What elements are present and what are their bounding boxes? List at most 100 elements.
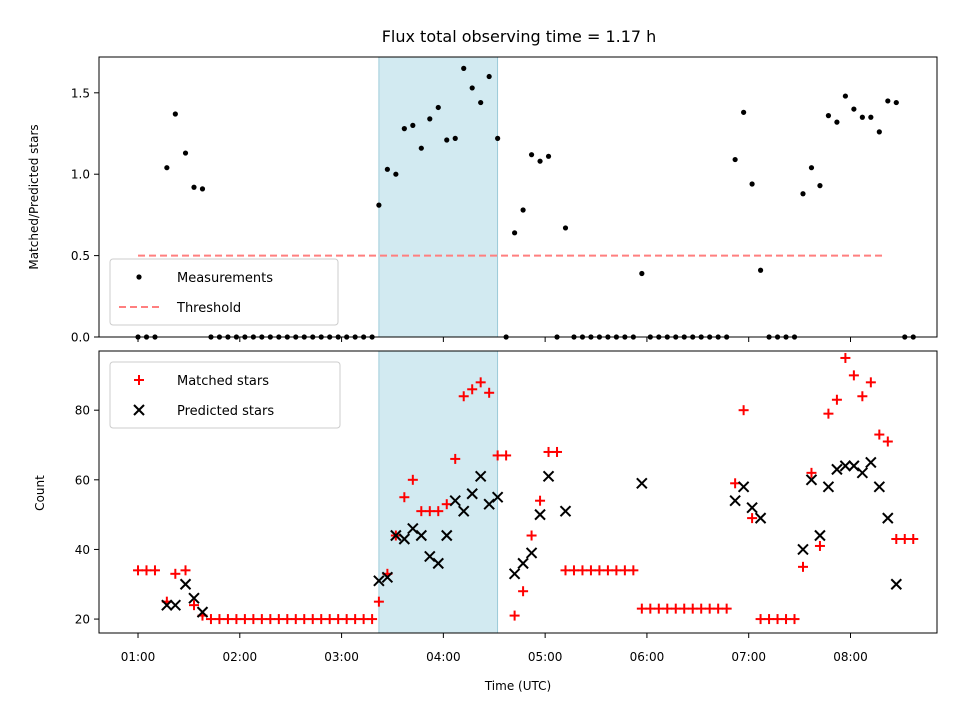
- measurement-point: [410, 122, 416, 128]
- measurement-point: [876, 129, 882, 135]
- count-points: [133, 352, 919, 625]
- predicted-star-point: [179, 578, 192, 590]
- matched-star-point: [602, 565, 613, 576]
- measurement-point: [486, 73, 492, 80]
- measurement-point: [461, 65, 467, 71]
- predicted-star-point: [729, 494, 741, 507]
- matched-star-point: [848, 370, 859, 381]
- predicted-star-point: [856, 467, 869, 479]
- predicted-star-point: [390, 529, 402, 542]
- legend-threshold-label: Threshold: [176, 301, 241, 316]
- matched-star-point: [509, 610, 520, 621]
- x-tick-label: 08:00: [833, 650, 868, 664]
- matched-star-point: [433, 506, 444, 517]
- matched-star-point: [594, 565, 605, 576]
- matched-star-point: [831, 394, 842, 405]
- bottom-y-ticks: 20 40 60 80: [75, 404, 99, 627]
- chart-title: Flux total observing time = 1.17 h: [382, 27, 657, 46]
- matched-star-point: [882, 436, 893, 447]
- measurement-point: [418, 145, 424, 151]
- measurement-point: [528, 152, 535, 158]
- measurement-point: [893, 99, 899, 106]
- predicted-star-point: [831, 463, 843, 476]
- predicted-star-point: [517, 557, 529, 570]
- matched-star-point: [214, 614, 225, 625]
- matched-star-point: [696, 603, 707, 614]
- matched-star-point: [501, 450, 512, 461]
- legend-measurements-label: Measurements: [177, 271, 273, 286]
- matched-star-point: [560, 565, 571, 576]
- measurement-point: [191, 184, 197, 190]
- legend-measurements-marker: [136, 274, 142, 280]
- predicted-star-point: [466, 488, 478, 500]
- matched-star-point: [458, 391, 469, 402]
- predicted-star-point: [746, 501, 758, 514]
- matched-star-point: [814, 540, 825, 551]
- matched-star-point: [730, 478, 741, 489]
- matched-star-point: [543, 446, 554, 457]
- x-tick-label: 03:00: [324, 650, 359, 664]
- matched-star-point: [764, 614, 775, 625]
- measurement-point: [444, 137, 450, 143]
- predicted-star-point: [415, 529, 428, 542]
- matched-star-point: [407, 474, 418, 485]
- matched-star-point: [282, 614, 293, 625]
- predicted-star-point: [542, 470, 555, 483]
- bottom-legend-box: [109, 361, 341, 429]
- matched-star-point: [290, 614, 301, 625]
- matched-star-point: [350, 614, 361, 625]
- predicted-star-point: [474, 470, 487, 483]
- predicted-star-point: [534, 508, 546, 521]
- matched-star-point: [577, 565, 588, 576]
- matched-star-point: [755, 614, 766, 625]
- matched-star-point: [367, 614, 378, 625]
- x-tick-label: 07:00: [731, 650, 766, 664]
- top-legend: Measurements Threshold: [109, 258, 339, 326]
- matched-star-point: [484, 387, 495, 398]
- measurement-point: [562, 225, 569, 231]
- measurement-point: [741, 109, 747, 115]
- measurement-point: [868, 114, 874, 120]
- measurement-point: [478, 99, 484, 106]
- measurement-point: [469, 85, 475, 91]
- predicted-star-point: [483, 498, 495, 510]
- measurement-point: [732, 156, 738, 163]
- measurement-point: [639, 270, 645, 277]
- predicted-star-point: [373, 575, 385, 587]
- measurement-point: [545, 153, 552, 159]
- measurement-point: [182, 150, 189, 156]
- matched-star-point: [670, 603, 681, 614]
- predicted-star-point: [407, 522, 419, 535]
- bottom-shaded-interval: [378, 350, 499, 634]
- top-legend-box: [109, 258, 339, 326]
- matched-star-point: [188, 600, 199, 611]
- top-panel: 0.0 0.5 1.0 1.5 Matched/Predicted stars Mea…: [27, 56, 938, 345]
- matched-star-point: [265, 614, 276, 625]
- matched-star-point: [789, 614, 800, 625]
- matched-star-point: [840, 352, 851, 363]
- predicted-star-point: [636, 477, 648, 490]
- measurement-points: [135, 65, 916, 340]
- x-tick-label: 06:00: [630, 650, 665, 664]
- measurement-point: [825, 113, 832, 119]
- predicted-star-point: [398, 533, 411, 545]
- matched-star-point: [797, 561, 808, 572]
- matched-star-point: [747, 513, 758, 524]
- matched-star-point: [324, 614, 335, 625]
- matched-star-point: [239, 614, 250, 625]
- predicted-star-point: [424, 550, 436, 563]
- predicted-star-point: [432, 557, 444, 570]
- measurement-point: [384, 166, 390, 172]
- top-y-ticks: 0.0 0.5 1.0 1.5: [71, 86, 99, 345]
- predicted-star-point: [381, 571, 394, 584]
- measurement-point: [199, 186, 206, 192]
- measurement-point: [393, 171, 399, 177]
- bottom-legend: Matched stars Predicted stars: [109, 361, 341, 429]
- matched-star-point: [149, 565, 160, 576]
- matched-star-point: [133, 565, 144, 576]
- matched-star-point: [416, 506, 427, 517]
- predicted-star-point: [508, 568, 521, 580]
- predicted-star-point: [882, 512, 894, 524]
